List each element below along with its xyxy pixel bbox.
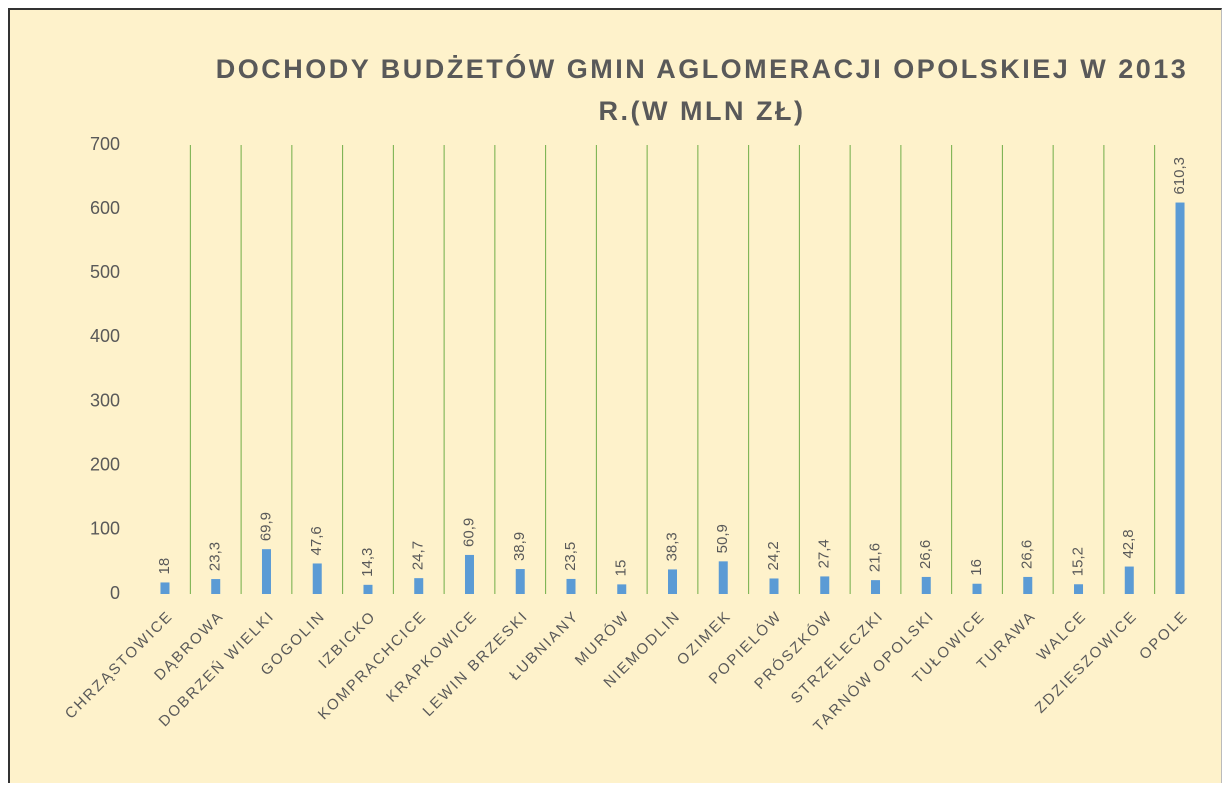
- data-label: 16: [968, 559, 985, 576]
- bar: [820, 576, 830, 594]
- y-tick-label: 500: [90, 262, 120, 282]
- x-tick-label: OPOLE: [1136, 608, 1192, 664]
- bar: [261, 549, 271, 594]
- bar: [211, 579, 221, 594]
- bar: [871, 580, 881, 594]
- data-label: 610,3: [1171, 157, 1188, 195]
- chart-title: DOCHODY BUDŻETÓW GMIN AGLOMERACJI OPOLSK…: [215, 54, 1189, 126]
- x-tick-label: ZDZIESZOWICE: [1032, 608, 1141, 717]
- data-label: 24,2: [765, 541, 782, 570]
- data-label: 60,9: [460, 518, 477, 547]
- bar: [160, 582, 170, 594]
- data-label: 23,3: [207, 542, 224, 571]
- data-label: 38,9: [511, 532, 528, 561]
- data-label: 47,6: [308, 526, 325, 555]
- x-tick-label: STRZELECZKI: [788, 608, 887, 707]
- x-tick-label: KRAPKOWICE: [383, 608, 481, 706]
- data-label: 26,6: [1019, 540, 1036, 569]
- data-label: 26,6: [917, 540, 934, 569]
- bar: [1175, 202, 1185, 595]
- data-label: 14,3: [359, 548, 376, 577]
- data-label: 27,4: [816, 539, 833, 568]
- bar: [718, 561, 728, 594]
- data-label: 18: [156, 558, 173, 575]
- bar: [1074, 584, 1084, 594]
- data-label: 15,2: [1069, 547, 1086, 576]
- bar: [1124, 566, 1134, 594]
- bar: [515, 569, 525, 594]
- y-tick-label: 300: [90, 390, 120, 410]
- bar: [617, 584, 627, 594]
- y-tick-label: 400: [90, 326, 120, 346]
- y-tick-label: 0: [110, 583, 120, 603]
- data-label: 23,5: [562, 542, 579, 571]
- bar: [1023, 576, 1033, 594]
- bar: [769, 578, 779, 594]
- y-tick-label: 100: [90, 519, 120, 539]
- data-label: 21,6: [866, 543, 883, 572]
- bar: [312, 563, 322, 594]
- bar: [972, 583, 982, 594]
- y-tick-label: 200: [90, 454, 120, 474]
- data-label: 15: [613, 560, 630, 577]
- data-label: 24,7: [410, 541, 427, 570]
- data-label: 42,8: [1120, 529, 1137, 558]
- y-tick-label: 700: [90, 134, 120, 154]
- bar: [668, 569, 677, 594]
- y-tick-label: 600: [90, 198, 120, 218]
- bar: [414, 578, 424, 594]
- bar: [566, 578, 576, 594]
- bar: [921, 576, 931, 594]
- bar: [363, 584, 373, 594]
- data-label: 50,9: [714, 524, 731, 553]
- chart-frame: [8, 8, 1222, 783]
- bar: [464, 554, 474, 594]
- data-label: 69,9: [257, 512, 274, 541]
- data-label: 38,3: [663, 532, 680, 561]
